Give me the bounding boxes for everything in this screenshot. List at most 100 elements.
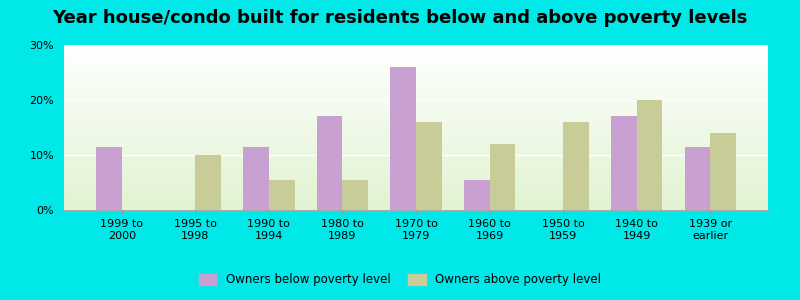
Bar: [64, 93, 768, 94]
Bar: [64, 89, 768, 91]
Bar: [64, 170, 768, 172]
Bar: [64, 177, 768, 178]
Bar: [64, 70, 768, 71]
Bar: [96, 147, 122, 210]
Bar: [64, 50, 768, 52]
Bar: [64, 55, 768, 56]
Bar: [64, 184, 768, 185]
Bar: [64, 114, 768, 116]
Bar: [490, 144, 515, 210]
Bar: [64, 103, 768, 104]
Bar: [685, 147, 710, 210]
Bar: [64, 58, 768, 60]
Bar: [64, 111, 768, 112]
Bar: [64, 78, 768, 80]
Bar: [64, 174, 768, 175]
Bar: [64, 151, 768, 152]
Bar: [64, 139, 768, 141]
Bar: [64, 144, 768, 146]
Bar: [64, 68, 768, 70]
Bar: [64, 172, 768, 174]
Bar: [64, 194, 768, 195]
Bar: [64, 182, 768, 184]
Bar: [64, 129, 768, 131]
Bar: [64, 155, 768, 157]
Bar: [64, 76, 768, 78]
Bar: [269, 180, 294, 210]
Bar: [64, 118, 768, 119]
Bar: [64, 160, 768, 162]
Bar: [64, 53, 768, 55]
Bar: [64, 52, 768, 53]
Bar: [64, 167, 768, 169]
Bar: [390, 67, 416, 210]
Bar: [64, 199, 768, 200]
Bar: [64, 75, 768, 76]
Bar: [64, 106, 768, 108]
Bar: [64, 169, 768, 170]
Bar: [64, 180, 768, 182]
Bar: [64, 162, 768, 164]
Bar: [64, 137, 768, 139]
Bar: [64, 56, 768, 58]
Bar: [64, 202, 768, 203]
Bar: [64, 46, 768, 48]
Bar: [64, 88, 768, 89]
Bar: [611, 116, 637, 210]
Bar: [195, 155, 221, 210]
Bar: [64, 71, 768, 73]
Bar: [64, 142, 768, 144]
Bar: [64, 131, 768, 132]
Bar: [64, 121, 768, 122]
Bar: [64, 134, 768, 136]
Bar: [64, 154, 768, 155]
Bar: [64, 136, 768, 137]
Bar: [64, 175, 768, 177]
Bar: [64, 157, 768, 159]
Bar: [64, 149, 768, 151]
Bar: [64, 83, 768, 85]
Bar: [64, 208, 768, 210]
Bar: [64, 109, 768, 111]
Bar: [64, 147, 768, 149]
Bar: [64, 116, 768, 118]
Bar: [64, 195, 768, 197]
Bar: [64, 119, 768, 121]
Bar: [64, 190, 768, 192]
Bar: [64, 200, 768, 202]
Bar: [64, 104, 768, 106]
Bar: [64, 45, 768, 46]
Bar: [64, 197, 768, 199]
Bar: [64, 60, 768, 61]
Bar: [710, 133, 736, 210]
Bar: [64, 126, 768, 128]
Bar: [64, 141, 768, 142]
Bar: [64, 185, 768, 187]
Bar: [64, 124, 768, 126]
Bar: [64, 205, 768, 207]
Bar: [563, 122, 589, 210]
Bar: [64, 164, 768, 165]
Bar: [64, 73, 768, 75]
Bar: [64, 188, 768, 190]
Bar: [243, 147, 269, 210]
Bar: [64, 86, 768, 88]
Bar: [64, 99, 768, 101]
Bar: [64, 81, 768, 83]
Bar: [64, 48, 768, 50]
Bar: [464, 180, 490, 210]
Text: Year house/condo built for residents below and above poverty levels: Year house/condo built for residents bel…: [52, 9, 748, 27]
Bar: [317, 116, 342, 210]
Bar: [64, 207, 768, 208]
Bar: [342, 180, 368, 210]
Bar: [64, 61, 768, 63]
Bar: [637, 100, 662, 210]
Bar: [64, 91, 768, 93]
Bar: [64, 187, 768, 188]
Bar: [64, 108, 768, 109]
Legend: Owners below poverty level, Owners above poverty level: Owners below poverty level, Owners above…: [194, 269, 606, 291]
Bar: [64, 65, 768, 66]
Bar: [64, 178, 768, 180]
Bar: [64, 122, 768, 124]
Bar: [64, 94, 768, 96]
